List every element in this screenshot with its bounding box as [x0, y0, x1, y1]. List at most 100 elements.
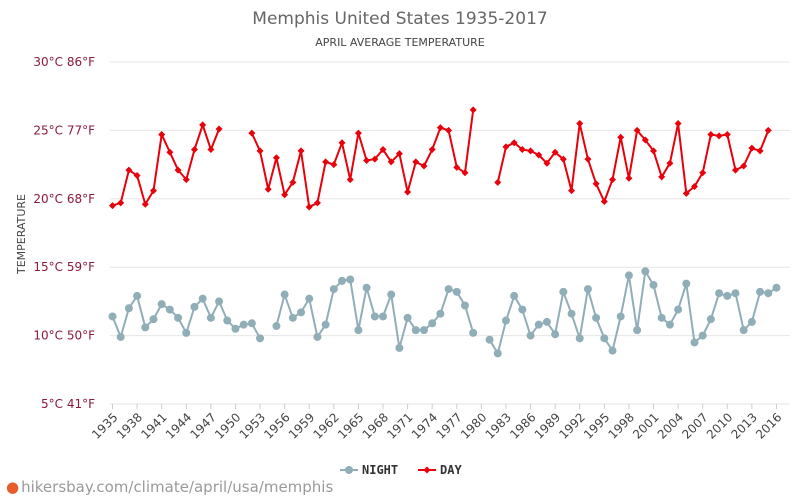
day-point	[453, 163, 461, 171]
day-point	[461, 169, 469, 177]
day-point	[363, 156, 371, 164]
night-point	[133, 291, 142, 300]
night-point	[313, 332, 322, 341]
legend-label: NIGHT	[362, 463, 398, 477]
legend-label: DAY	[440, 463, 462, 477]
night-point	[641, 267, 650, 276]
day-point	[149, 187, 157, 195]
day-point	[731, 166, 739, 174]
day-point	[715, 132, 723, 140]
legend-item-day[interactable]: DAY	[418, 463, 462, 477]
day-point	[756, 147, 764, 155]
night-point	[698, 331, 707, 340]
x-tick-label: 1959	[286, 410, 317, 441]
night-point	[419, 326, 428, 335]
x-tick-label: 1977	[433, 410, 464, 441]
night-point	[567, 309, 576, 318]
legend[interactable]: NIGHT DAY	[340, 463, 462, 477]
grid-lines	[110, 61, 790, 405]
night-point	[682, 279, 691, 288]
night-point	[534, 320, 543, 329]
legend-item-night[interactable]: NIGHT	[340, 463, 398, 477]
day-point	[322, 158, 330, 166]
night-point	[231, 324, 240, 333]
night-point	[493, 349, 502, 358]
x-tick-label: 1968	[360, 410, 391, 441]
day-point	[395, 150, 403, 158]
chart-title: Memphis United States 1935-2017	[252, 9, 547, 29]
day-point	[551, 148, 559, 156]
x-tick-label: 1995	[581, 410, 612, 441]
night-point	[149, 315, 158, 324]
day-point	[633, 126, 641, 134]
night-point	[141, 323, 150, 332]
day-point	[281, 191, 289, 199]
day-point	[559, 155, 567, 163]
night-point	[756, 287, 765, 296]
day-point	[272, 154, 280, 162]
series-night	[108, 267, 781, 358]
day-point	[469, 106, 477, 114]
night-point	[452, 287, 461, 296]
day-point	[256, 147, 264, 155]
footer-url[interactable]: hikersbay.com/climate/april/usa/memphis	[21, 478, 334, 496]
night-point	[428, 319, 437, 328]
footer-link[interactable]: ● hikersbay.com/climate/april/usa/memphis	[6, 478, 333, 496]
night-point	[395, 343, 404, 352]
day-point	[354, 129, 362, 137]
x-tick-label: 2016	[753, 410, 784, 441]
x-tick-label: 2007	[679, 410, 710, 441]
night-point	[379, 312, 388, 321]
night-point	[747, 317, 756, 326]
night-point	[715, 289, 724, 298]
night-point	[206, 313, 215, 322]
night-point	[665, 320, 674, 329]
day-point	[764, 126, 772, 134]
night-point	[436, 309, 445, 318]
night-point	[518, 305, 527, 314]
night-point	[739, 326, 748, 335]
day-point	[190, 146, 198, 154]
y-axis-ticks: 5°C 41°F 10°C 50°F 15°C 59°F 20°C 68°F 25°C …	[33, 55, 95, 411]
x-tick-label: 1956	[261, 410, 292, 441]
day-point	[379, 146, 387, 154]
day-point	[658, 173, 666, 181]
night-point	[526, 331, 535, 340]
night-point	[583, 285, 592, 294]
night-point	[411, 326, 420, 335]
night-point	[116, 332, 125, 341]
x-tick-label: 2013	[728, 410, 759, 441]
x-tick-label: 2004	[655, 410, 686, 441]
night-point	[657, 313, 666, 322]
day-point	[568, 187, 576, 195]
night-point	[387, 290, 396, 299]
day-point	[592, 180, 600, 188]
day-point	[199, 121, 207, 129]
day-point	[109, 202, 116, 210]
x-tick-label: 1941	[138, 410, 169, 441]
day-point	[420, 162, 428, 170]
x-tick-label: 2001	[630, 410, 661, 441]
day-point	[117, 199, 125, 207]
night-point	[608, 346, 617, 355]
night-point	[108, 312, 117, 321]
x-tick-label: 1974	[409, 410, 440, 441]
day-point	[682, 189, 690, 197]
day-point	[510, 139, 518, 147]
day-point	[674, 120, 682, 128]
y-tick-label: 10°C 50°F	[33, 329, 95, 343]
night-point	[772, 283, 781, 292]
x-tick-label: 1950	[212, 410, 243, 441]
day-point	[600, 198, 608, 206]
night-point	[321, 320, 330, 329]
x-tick-label: 1971	[384, 410, 415, 441]
y-tick-label: 5°C 41°F	[41, 397, 95, 411]
legend-circle-icon	[345, 466, 353, 474]
x-tick-label: 1980	[458, 410, 489, 441]
day-point	[215, 125, 223, 133]
day-point	[740, 162, 748, 170]
night-point	[575, 334, 584, 343]
day-point	[133, 172, 141, 180]
night-point	[338, 276, 347, 285]
day-point	[404, 188, 412, 196]
